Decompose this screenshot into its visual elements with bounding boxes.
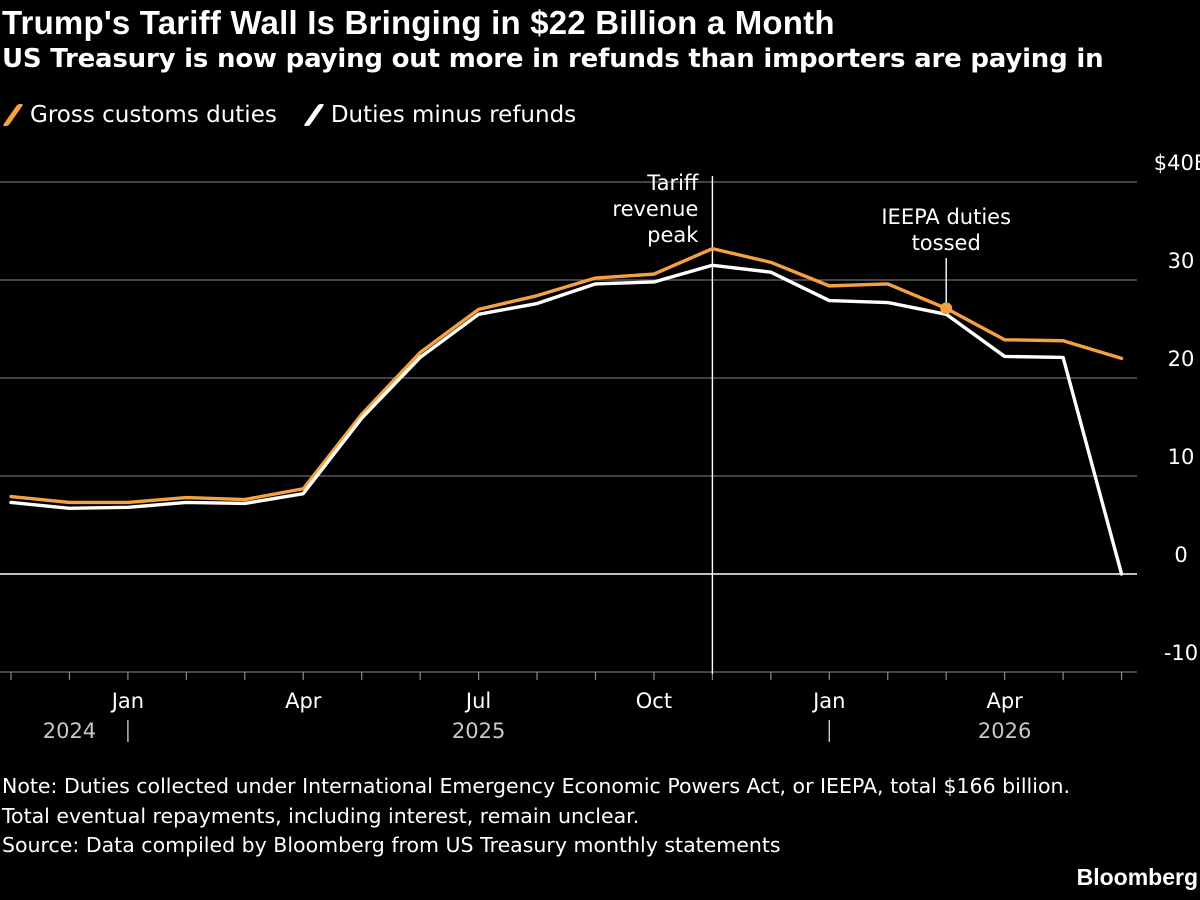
x-tick-label: Jul xyxy=(464,689,491,713)
y-tick-label: 0 xyxy=(1174,543,1187,567)
x-tick-label: Apr xyxy=(285,689,322,713)
note-line-1: Note: Duties collected under Internation… xyxy=(2,774,1070,798)
x-tick-label: Jan xyxy=(110,689,144,713)
x-tick-label: Jan xyxy=(811,689,845,713)
bloomberg-logo: Bloomberg xyxy=(1076,864,1198,890)
footer-notes: Note: Duties collected under Internation… xyxy=(2,772,1070,861)
legend-swatch-gross xyxy=(2,104,24,126)
legend-label-gross: Gross customs duties xyxy=(30,102,277,128)
ieepa-marker xyxy=(940,302,953,315)
line-chart: $40B 30 20 10 0 -10 Jan Apr Jul Oct Jan Apr 2024 2025… xyxy=(0,151,1200,743)
year-label: 2024 xyxy=(43,719,96,743)
y-tick-label: 20 xyxy=(1168,347,1195,371)
legend-item-gross: Gross customs duties xyxy=(2,102,277,128)
x-tick-label: Oct xyxy=(636,689,672,713)
series-line-net xyxy=(9,263,1124,576)
legend-swatch-net xyxy=(303,104,325,126)
y-tick-label: -10 xyxy=(1164,641,1198,665)
series-line-gross xyxy=(9,246,1124,505)
ieepa-annotation-text: IEEPA duties xyxy=(881,205,1011,229)
y-tick-label: 10 xyxy=(1168,445,1195,469)
year-label: 2025 xyxy=(452,719,505,743)
legend-label-net: Duties minus refunds xyxy=(330,102,577,128)
source-line: Source: Data compiled by Bloomberg from … xyxy=(2,833,781,857)
peak-annotation-text: Tariff xyxy=(646,171,699,195)
note-line-2: Total eventual repayments, including int… xyxy=(2,803,640,828)
y-tick-label: $40B xyxy=(1154,151,1200,175)
year-label: 2026 xyxy=(978,719,1031,743)
peak-annotation-text: peak xyxy=(647,223,699,247)
x-tick-label: Apr xyxy=(986,689,1023,713)
peak-annotation-text: revenue xyxy=(612,197,698,221)
chart-title: Trump's Tariff Wall Is Bringing in $22 B… xyxy=(2,4,835,41)
chart-subtitle: US Treasury is now paying out more in re… xyxy=(2,44,1104,74)
legend: Gross customs duties Duties minus refund… xyxy=(2,102,604,128)
ieepa-annotation-text: tossed xyxy=(912,231,981,255)
legend-item-net: Duties minus refunds xyxy=(303,102,577,128)
y-tick-label: 30 xyxy=(1168,249,1195,273)
